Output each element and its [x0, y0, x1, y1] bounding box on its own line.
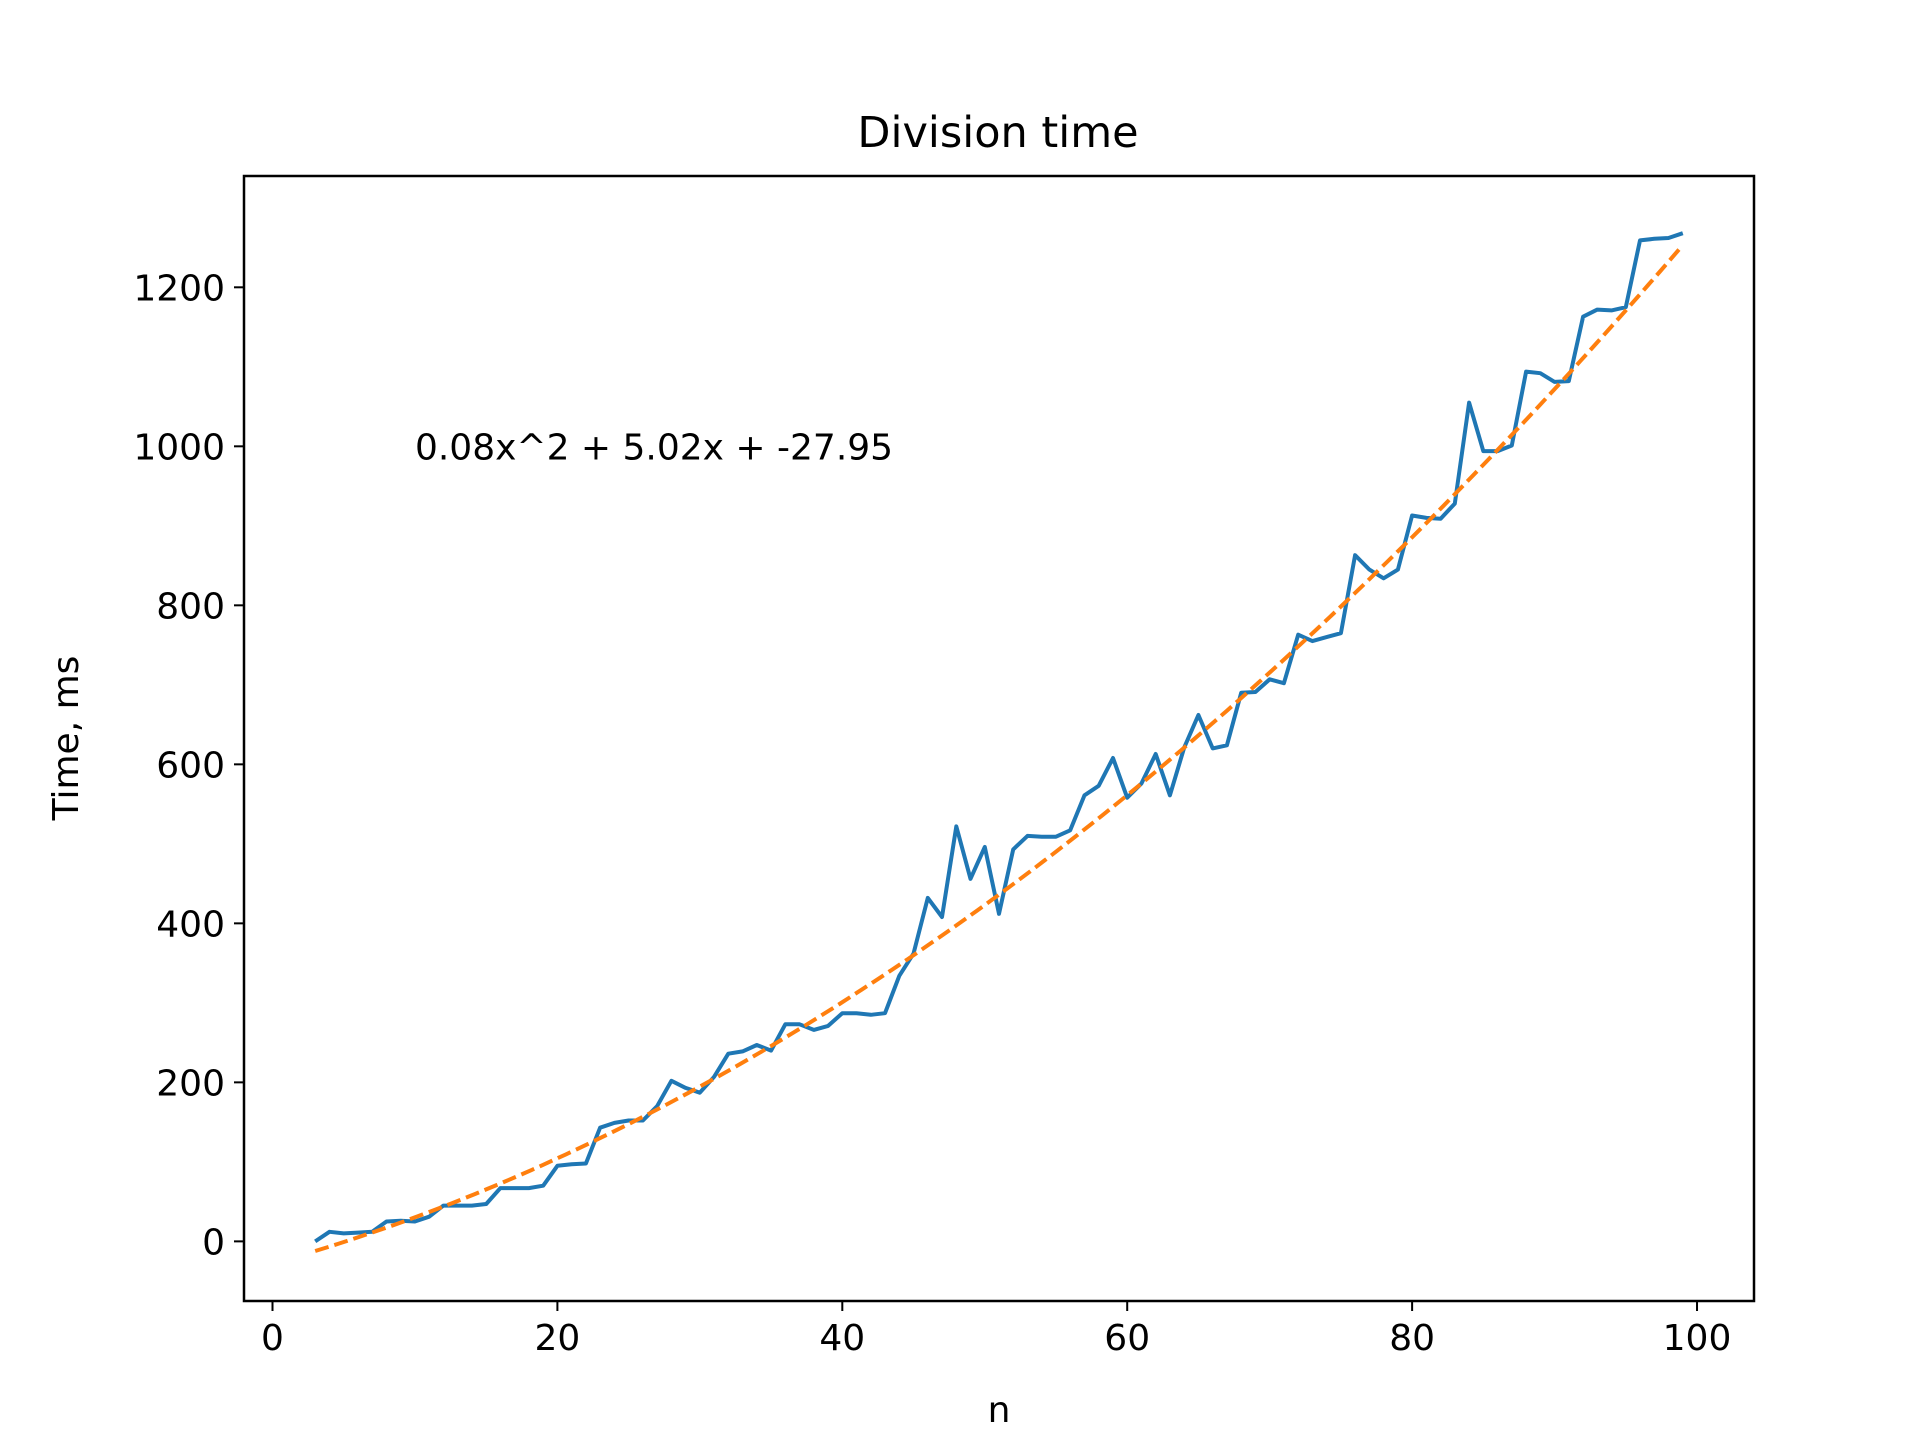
x-tick-label: 80: [1389, 1318, 1435, 1359]
x-tick-label: 60: [1104, 1318, 1150, 1359]
chart-title: Division time: [857, 108, 1138, 158]
x-axis-label: n: [988, 1390, 1011, 1431]
series-layer: [314, 231, 1685, 1253]
data-series-line: [314, 231, 1684, 1244]
fit-equation-annotation: 0.08x^2 + 5.02x + -27.95: [415, 427, 893, 468]
x-tick-label: 100: [1663, 1318, 1732, 1359]
x-tick-label: 40: [819, 1318, 865, 1359]
y-tick-label: 0: [202, 1222, 225, 1263]
y-axis: 0 200 400 600 800 1000 1200: [133, 268, 244, 1263]
x-tick-label: 20: [534, 1318, 580, 1359]
y-axis-label: Time, ms: [46, 656, 87, 822]
y-tick-label: 1000: [133, 427, 225, 468]
y-tick-label: 800: [156, 586, 225, 627]
plot-frame: [242, 174, 1756, 1303]
fit-curve-line: [314, 243, 1685, 1253]
y-tick-label: 600: [156, 745, 225, 786]
y-tick-label: 1200: [133, 268, 225, 309]
y-tick-label: 400: [156, 904, 225, 945]
x-axis: 0 20 40 60 80 100: [261, 1301, 1731, 1359]
y-tick-label: 200: [156, 1063, 225, 1104]
x-tick-label: 0: [261, 1318, 284, 1359]
